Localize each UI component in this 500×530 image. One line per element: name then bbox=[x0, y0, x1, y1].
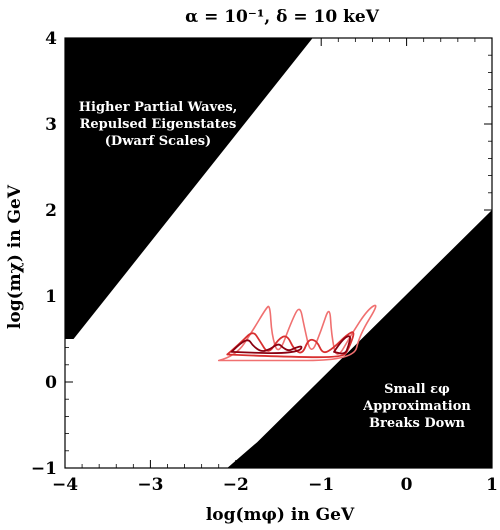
contour-inner-right bbox=[333, 335, 352, 355]
x-tick-label: 0 bbox=[401, 475, 413, 495]
y-tick-label: 0 bbox=[45, 373, 57, 393]
contour-middle bbox=[226, 331, 355, 359]
y-tick-label: 2 bbox=[45, 201, 57, 221]
plot-title: α = 10⁻¹, δ = 10 keV bbox=[185, 7, 380, 27]
region-lower-right-excluded bbox=[227, 210, 492, 468]
x-tick-label: −2 bbox=[223, 475, 249, 495]
annotation-lower-right-excluded-line-2: Breaks Down bbox=[369, 416, 466, 431]
region-annotations: Higher Partial Waves, Repulsed Eigenstate… bbox=[79, 100, 472, 431]
x-tick-label: 1 bbox=[486, 475, 498, 495]
y-tick-label: 1 bbox=[45, 287, 57, 307]
contour-inner bbox=[230, 339, 303, 355]
y-axis-title: log(mχ) in GeV bbox=[5, 184, 25, 329]
annotation-lower-right-excluded-line-1: Approximation bbox=[362, 399, 471, 414]
y-tick-label: 4 bbox=[45, 29, 57, 49]
plot-frame bbox=[64, 37, 493, 469]
annotation-lower-right-excluded-line-0: Small εφ bbox=[384, 382, 450, 397]
x-axis-title: log(mφ) in GeV bbox=[206, 505, 355, 525]
contour-lines bbox=[217, 304, 377, 362]
x-tick-label: −1 bbox=[308, 475, 334, 495]
y-tick-label: −1 bbox=[31, 459, 57, 479]
x-tick-label: −3 bbox=[137, 475, 163, 495]
annotation-upper-left-excluded-line-0: Higher Partial Waves, bbox=[79, 100, 238, 115]
axis-ticks: −4 −3 −2 −1 0 1 −1 0 1 2 3 4 bbox=[31, 29, 498, 495]
excluded-regions bbox=[65, 38, 492, 468]
region-upper-left-excluded bbox=[65, 38, 313, 339]
annotation-upper-left-excluded-line-2: (Dwarf Scales) bbox=[105, 134, 211, 149]
annotation-upper-left-excluded-line-1: Repulsed Eigenstates bbox=[80, 117, 237, 132]
y-tick-label: 3 bbox=[45, 115, 57, 135]
contour-outer bbox=[217, 304, 377, 362]
x-tick-label: −4 bbox=[52, 475, 78, 495]
